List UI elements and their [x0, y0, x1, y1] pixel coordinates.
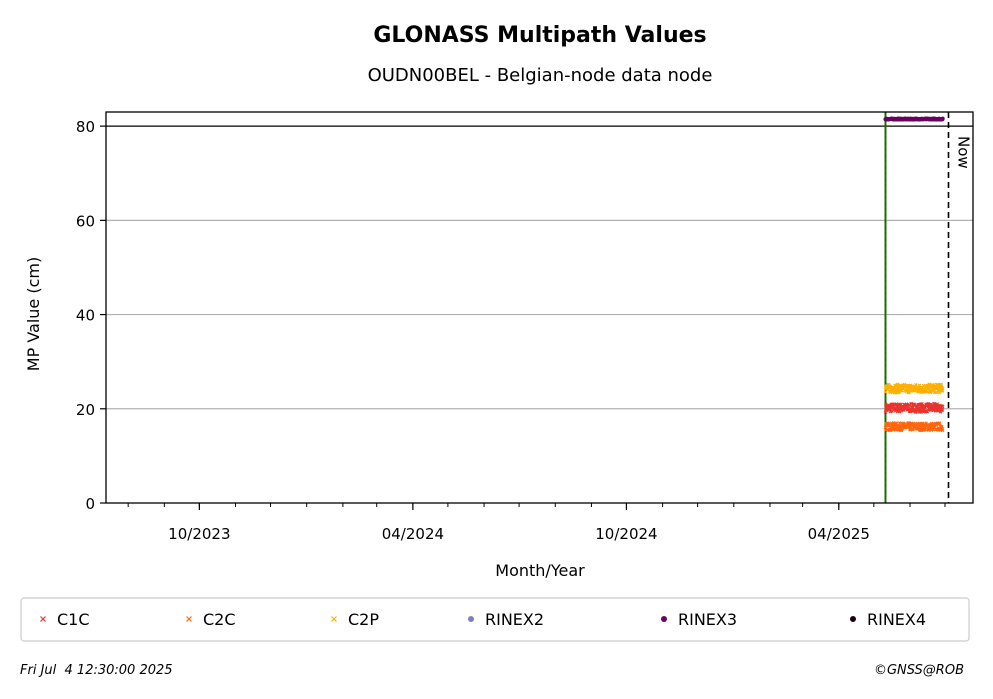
data-point — [935, 402, 939, 406]
legend-label: RINEX4 — [867, 610, 926, 629]
legend-label: C1C — [57, 610, 90, 629]
plot-frame — [105, 111, 974, 504]
data-point — [899, 388, 904, 393]
legend-marker — [468, 616, 474, 622]
data-point — [939, 382, 944, 387]
y-tick-label: 60 — [76, 212, 95, 230]
data-point — [905, 386, 910, 391]
data-point — [904, 389, 909, 394]
legend-label: C2C — [203, 610, 236, 629]
data-point — [921, 383, 926, 388]
data-points — [883, 116, 945, 433]
y-tick-label: 80 — [76, 118, 95, 136]
gridlines — [106, 125, 973, 410]
legend-label: RINEX3 — [678, 610, 737, 629]
data-point — [186, 616, 192, 622]
data-point — [932, 382, 937, 387]
x-axis-ticks: 10/2023 04/2024 10/2024 04/2025 — [127, 503, 946, 543]
data-point — [940, 408, 945, 412]
y-tick-label: 20 — [76, 401, 95, 419]
data-point — [899, 402, 903, 407]
data-point — [940, 116, 945, 121]
data-point — [897, 421, 902, 425]
vertical-markers: Now — [884, 112, 972, 503]
data-point — [894, 421, 899, 426]
x-tick-label: 04/2024 — [382, 525, 444, 543]
series-c2c — [883, 421, 945, 433]
y-axis-ticks: 0 20 40 60 80 — [76, 118, 106, 513]
y-tick-label: 40 — [76, 307, 95, 325]
y-axis-label: MP Value (cm) — [24, 257, 43, 371]
data-point — [931, 427, 936, 432]
data-point — [936, 389, 941, 393]
data-point — [331, 616, 337, 622]
data-point — [935, 382, 939, 387]
data-point — [895, 382, 900, 387]
legend-label: C2P — [348, 610, 379, 629]
y-tick-label: 0 — [85, 495, 95, 513]
chart-title: GLONASS Multipath Values — [373, 23, 706, 48]
x-axis-label: Month/Year — [495, 561, 585, 580]
data-point — [940, 387, 945, 391]
series-c2p — [883, 382, 945, 395]
chart-subtitle: OUDN00BEL - Belgian-node data node — [368, 65, 713, 86]
data-point — [885, 421, 890, 426]
legend-marker — [661, 616, 667, 622]
data-point — [940, 404, 945, 409]
data-point — [920, 402, 924, 406]
footer-credit: ©GNSS@ROB — [874, 663, 964, 678]
series-rinex3 — [883, 116, 945, 122]
data-point — [913, 382, 918, 387]
series-c1c — [883, 401, 945, 414]
footer-timestamp: Fri Jul 4 12:30:00 2025 — [20, 663, 173, 678]
data-point — [912, 402, 917, 407]
x-tick-label: 04/2025 — [808, 525, 870, 543]
data-point — [891, 388, 896, 392]
data-point — [940, 428, 945, 432]
now-marker-label: Now — [954, 136, 972, 169]
data-point — [40, 616, 46, 622]
data-point — [937, 390, 942, 395]
x-tick-label: 10/2023 — [168, 525, 230, 543]
data-point — [937, 421, 942, 426]
legend-box — [20, 597, 970, 642]
legend-marker — [850, 616, 856, 622]
x-tick-label: 10/2024 — [595, 525, 657, 543]
data-point — [911, 409, 915, 413]
data-point — [923, 389, 928, 393]
legend: C1C C2C C2P RINEX2 RINEX3 RINEX4 — [40, 610, 926, 629]
legend-label: RINEX2 — [485, 610, 544, 629]
data-point — [902, 421, 906, 426]
